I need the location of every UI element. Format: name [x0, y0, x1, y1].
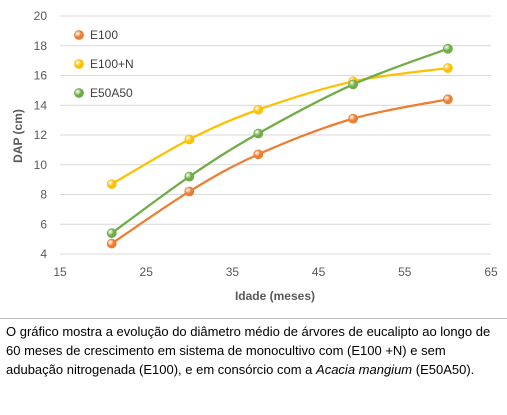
legend-marker: [74, 30, 84, 40]
data-point: [348, 79, 358, 90]
y-tick-labels: 4 6 8 10 12 14 16 18 20: [34, 9, 48, 261]
legend-label: E50A50: [90, 86, 133, 100]
y-tick-label: 8: [40, 188, 47, 202]
grid-lines: [60, 15, 491, 255]
x-axis-title: Idade (meses): [235, 289, 315, 303]
series-lines: [106, 43, 453, 249]
y-tick-label: 18: [34, 39, 48, 53]
data-point: [106, 228, 117, 239]
x-tick-label: 25: [140, 265, 154, 279]
data-point: [106, 179, 117, 189]
x-tick-label: 45: [312, 265, 326, 279]
y-tick-label: 20: [34, 9, 48, 23]
legend-label: E100+N: [90, 57, 134, 71]
y-tick-label: 4: [40, 247, 47, 261]
data-point: [442, 63, 453, 73]
x-tick-labels: 15 25 35 45 55 65: [53, 265, 498, 279]
data-point: [442, 94, 453, 105]
data-point: [442, 43, 453, 54]
y-axis-title: DAP (cm): [11, 109, 25, 163]
x-tick-label: 35: [226, 265, 240, 279]
series-line-e50a50: [111, 47, 449, 235]
data-point: [184, 134, 195, 145]
y-tick-label: 12: [34, 128, 48, 142]
caption-text: O gráfico mostra a evolução do diâmetro …: [6, 324, 491, 377]
x-tick-label: 55: [398, 265, 412, 279]
y-tick-label: 10: [34, 158, 48, 172]
y-tick-label: 6: [40, 217, 47, 231]
chart-area: 4 6 8 10 12 14 16 18 20 15 25 35 45 55 65 E100 E100+N E…: [0, 9, 507, 319]
data-point: [184, 171, 195, 182]
data-point: [253, 128, 264, 139]
data-point: [253, 104, 264, 115]
x-tick-label: 15: [53, 265, 67, 279]
y-tick-label: 14: [34, 98, 48, 112]
data-point: [253, 149, 264, 160]
data-point: [348, 113, 358, 124]
series-line-e100-n: [111, 66, 449, 186]
figure-caption: O gráfico mostra a evolução do diâmetro …: [6, 322, 498, 379]
y-tick-label: 16: [34, 69, 48, 83]
data-point: [106, 238, 117, 249]
legend: E100 E100+N E50A50: [74, 28, 134, 100]
caption-species: Acacia mangium: [316, 362, 413, 377]
x-tick-label: 65: [484, 265, 498, 279]
legend-marker: [74, 59, 84, 69]
caption-text-end: (E50A50).: [412, 362, 475, 377]
legend-label: E100: [90, 28, 118, 42]
legend-marker: [74, 88, 84, 98]
data-point: [184, 186, 195, 197]
